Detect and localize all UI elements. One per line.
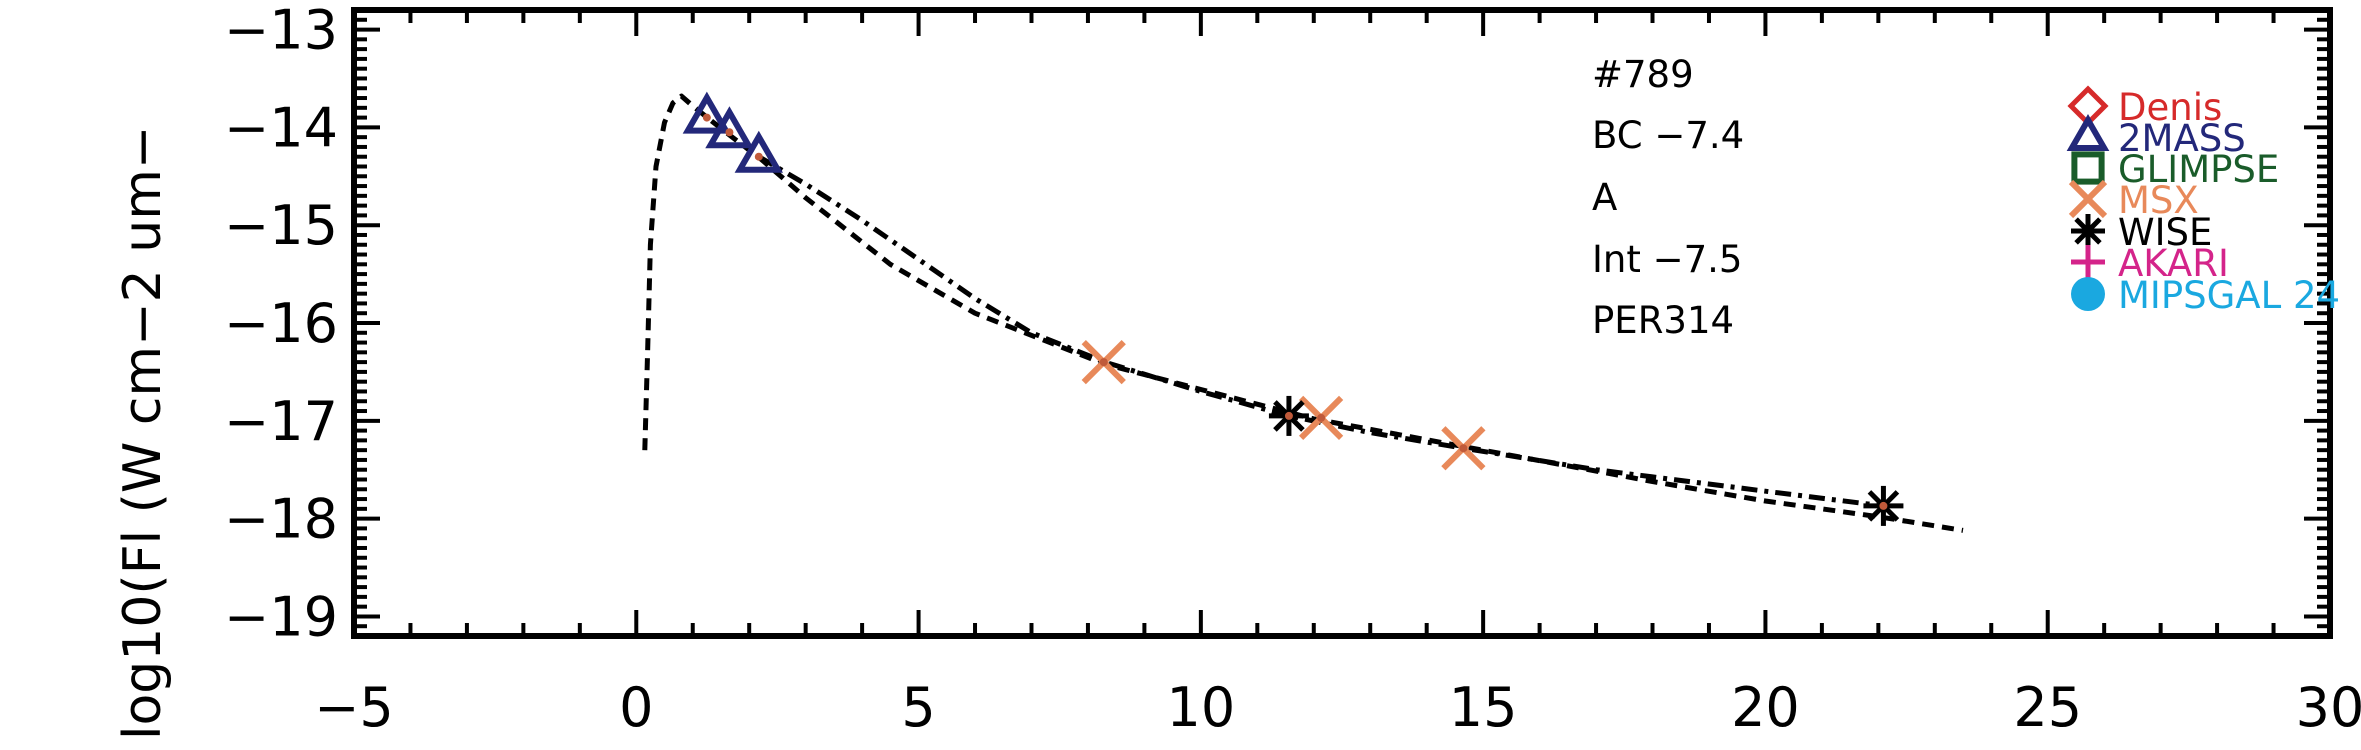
y-tick-label: −15 [224,194,338,257]
legend-label: GLIMPSE [2118,148,2279,191]
legend-item: WISE [2071,211,2212,254]
annotation-1: BC −7.4 [1592,114,1744,157]
legend-marker-triangle [2066,113,2110,152]
axes: −5 0 5 10 15 20 25 30 −19 −18 −17 −16 −15 −14 −13 log10… [113,0,2361,740]
legend-item: AKARI [2071,242,2229,285]
observed-flux-dot [1099,358,1108,367]
observed-flux-dot [1317,413,1326,422]
observed-flux-dot [1459,444,1468,453]
y-tick-label: −13 [224,0,338,62]
legend-label: Denis [2118,86,2222,129]
x-tick-label: 0 [619,676,653,739]
x-tick-label: 20 [1731,676,1800,739]
model-curve-dashed [642,93,1964,533]
legend-label: 2MASS [2118,117,2246,160]
legend-item: MSX [2068,179,2199,222]
annotations: #789 BC −7.4 A Int −7.5 PER314 [1592,53,1744,342]
y-tick-label: −19 [224,585,338,648]
model-curve-dashdot [757,154,1884,509]
y-axis-label: log10(Fl (W cm−2 um− [113,126,173,740]
annotation-3: Int −7.5 [1592,238,1742,281]
observed-flux-dot [725,128,734,137]
x-tick-label: 25 [2013,676,2082,739]
model-curves [642,93,1964,533]
legend-label: MIPSGAL 24 [2118,274,2340,317]
observed-flux-dot [754,152,763,161]
y-tick-label: −16 [224,292,338,355]
annotation-4: PER314 [1592,299,1734,342]
legend-marker-x-stroke [2068,179,2108,219]
observed-flux-dot [1879,501,1888,510]
point-2mass [682,91,732,134]
legend-item: MIPSGAL 24 [2071,274,2340,317]
y-tick-label: −18 [224,488,338,551]
legend-label: AKARI [2118,242,2229,285]
legend-item: Denis [2067,85,2222,129]
legend-label: WISE [2118,211,2212,254]
x-tick-label: 10 [1166,676,1235,739]
x-tick-label: −5 [314,676,394,739]
x-tick-label: 30 [2296,676,2361,739]
point-2mass [705,106,754,149]
y-tick-label: −17 [224,390,338,453]
legend-marker-circle [2071,277,2105,311]
annotation-2: A [1592,176,1617,219]
x-tick-label: 15 [1449,676,1518,739]
observed-flux-dot [1284,411,1293,420]
legend-marker-asterisk [2071,214,2105,248]
point-2mass [734,130,783,173]
legend-marker-x [2068,179,2108,219]
legend-marker-plus [2071,245,2105,279]
x-tick-label: 5 [901,676,935,739]
legend-item: 2MASS [2066,113,2246,160]
legend-marker-asterisk-stroke [2074,217,2102,245]
legend-item: GLIMPSE [2071,148,2279,191]
legend-label: MSX [2118,179,2199,222]
legend-marker-square [2071,151,2105,185]
data-points [682,91,1904,526]
y-tick-label: −14 [224,96,338,159]
annotation-0: #789 [1592,53,1694,96]
observed-flux-dot [702,113,711,122]
